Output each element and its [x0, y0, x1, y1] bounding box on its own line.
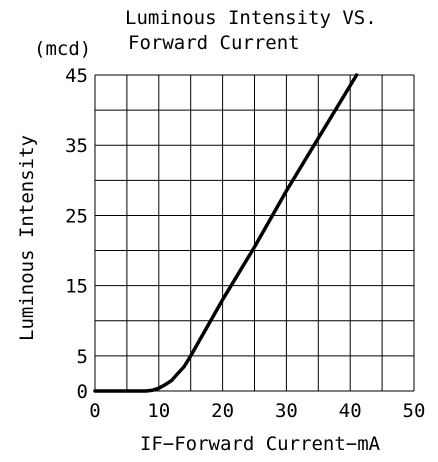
- y-tick-label: 25: [65, 205, 88, 227]
- y-tick-label: 0: [77, 381, 88, 403]
- y-tick-label: 45: [65, 65, 88, 87]
- y-unit-label: (mcd): [34, 38, 91, 60]
- x-axis-label: IF−Forward Current−mA: [140, 433, 381, 455]
- y-axis-label: Luminous Intensity: [16, 135, 38, 341]
- grid: [94, 74, 415, 392]
- y-tick-labels: 0 5 15 25 35 45: [65, 65, 88, 403]
- x-tick-label: 50: [403, 400, 426, 422]
- x-tick-label: 30: [275, 400, 298, 422]
- x-tick-label: 10: [147, 400, 170, 422]
- x-tick-label: 20: [211, 400, 234, 422]
- x-tick-label: 0: [89, 400, 100, 422]
- y-tick-label: 5: [77, 346, 88, 368]
- x-tick-labels: 0 10 20 30 40 50: [89, 400, 425, 422]
- series-line: [93, 73, 359, 393]
- chart-title-line1: Luminous Intensity VS.: [125, 7, 377, 29]
- y-tick-label: 35: [65, 135, 88, 157]
- chart-title-line2: Forward Current: [128, 32, 300, 54]
- y-tick-label: 15: [65, 276, 88, 298]
- x-tick-label: 40: [339, 400, 362, 422]
